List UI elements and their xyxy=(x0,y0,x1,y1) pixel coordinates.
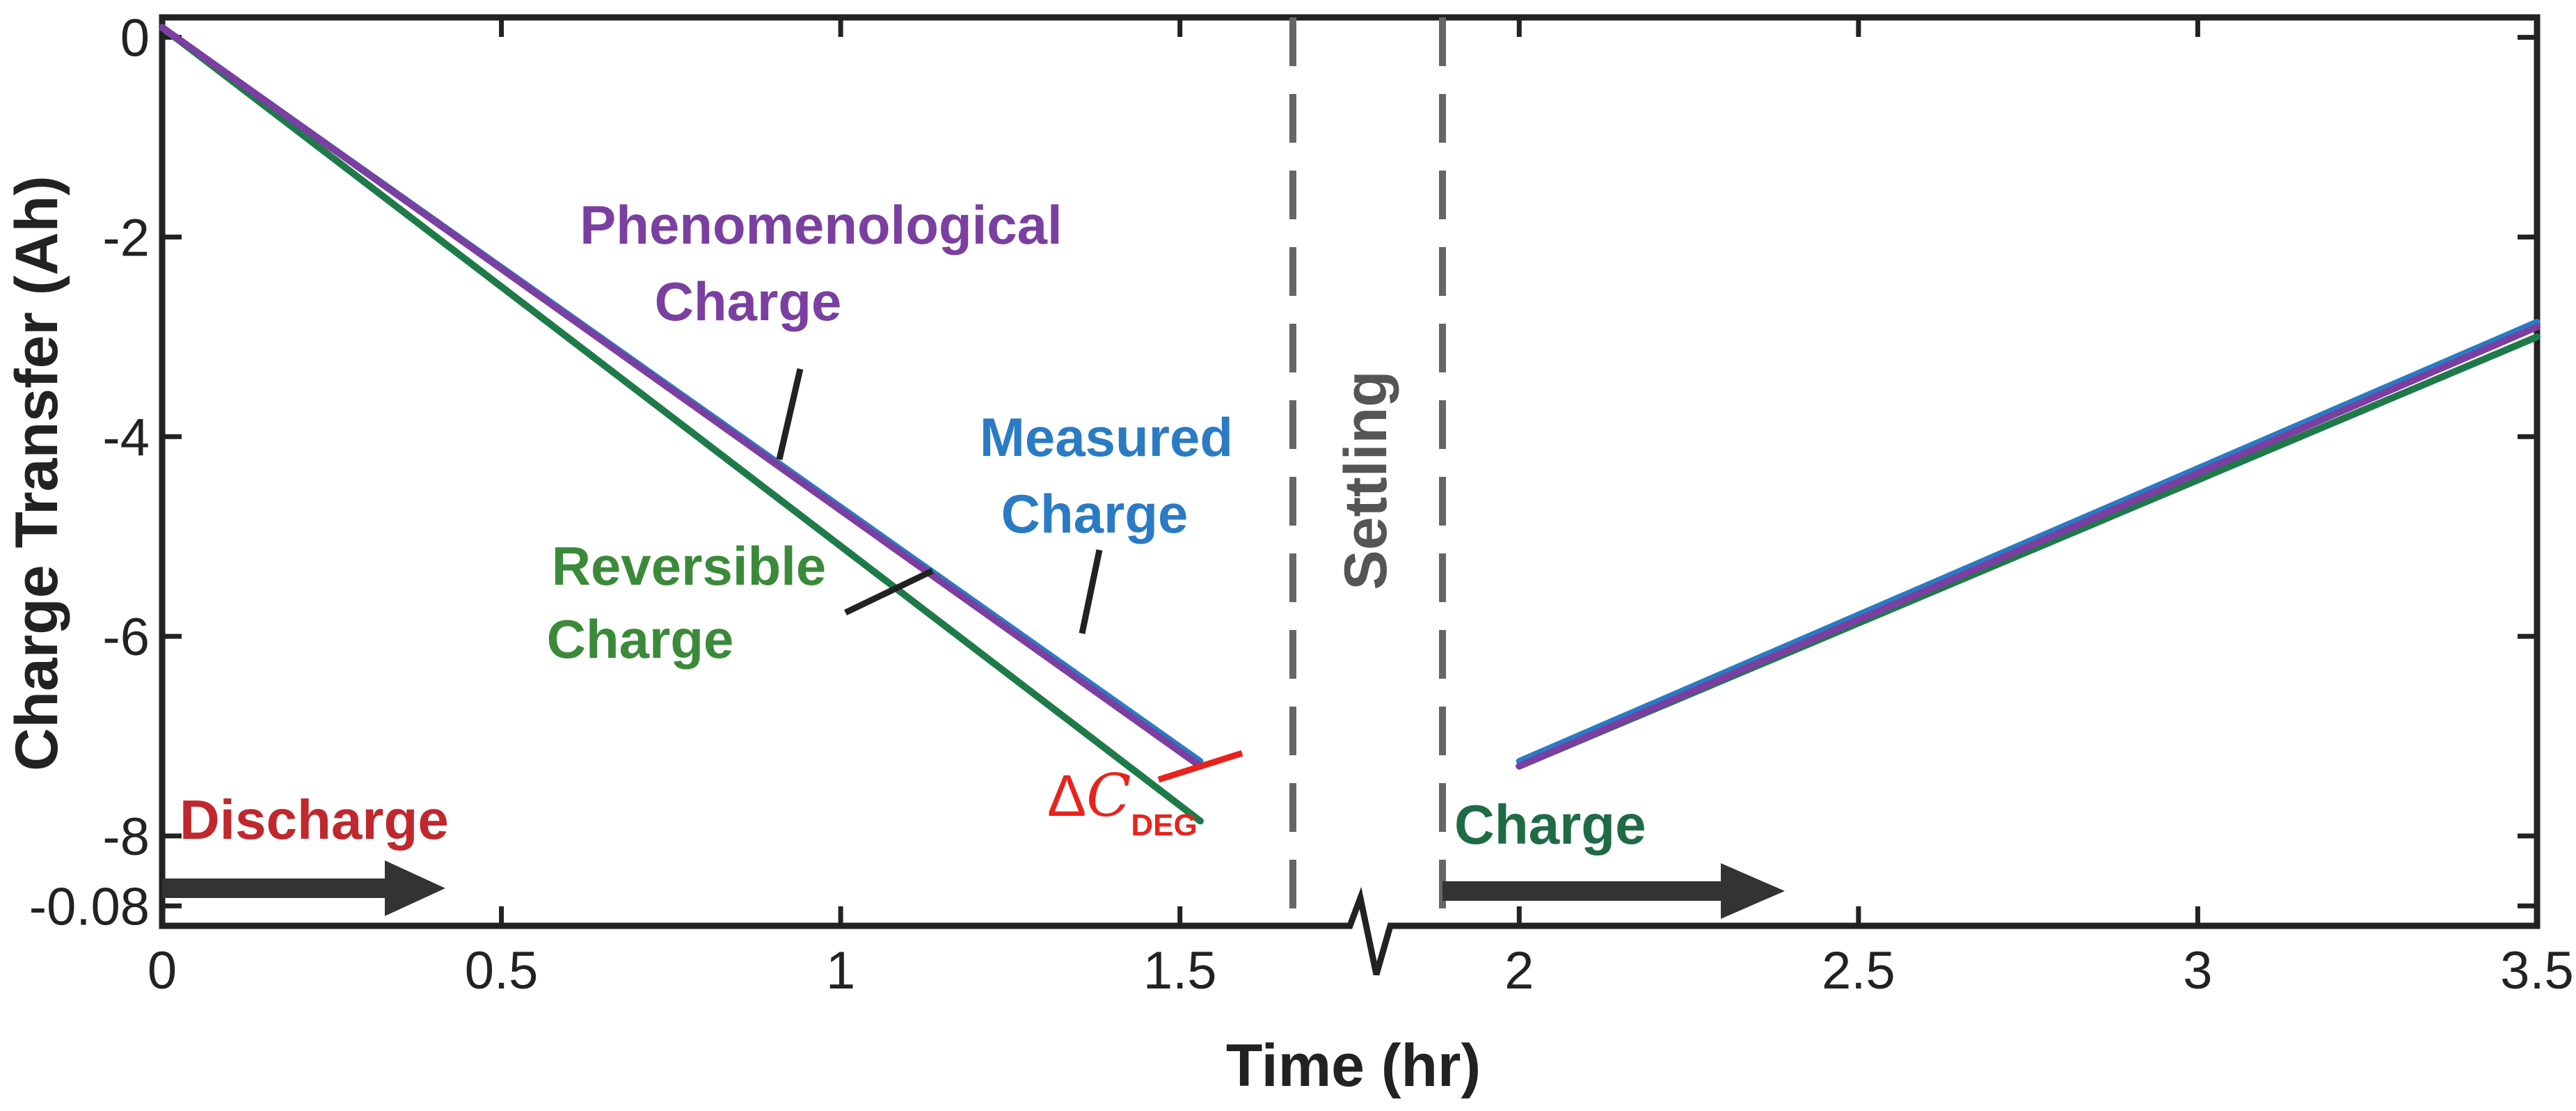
series-line-measured-charge-segment-2 xyxy=(1516,318,2541,764)
x-tick-label: 3.5 xyxy=(2500,941,2574,1000)
x-tick-label: 1.5 xyxy=(1143,941,1217,1000)
pointer-delta-deg xyxy=(1157,750,1243,783)
annotation-phenomenological-line2: Charge xyxy=(655,271,842,332)
delta-subscript: DEG xyxy=(1131,808,1197,842)
annotation-delta-deg: ΔCDEG xyxy=(1047,762,1198,842)
annotation-discharge: Discharge xyxy=(180,789,449,851)
pointer-phenomenological xyxy=(776,368,804,461)
y-tick-label: -0.08 xyxy=(29,877,150,936)
annotation-settling: Settling xyxy=(1333,370,1399,590)
x-axis-label: Time (hr) xyxy=(1226,1032,1481,1099)
x-tick-label: 3 xyxy=(2183,941,2212,1000)
series-line-phenomenological-charge-segment-2 xyxy=(1516,323,2541,770)
discharge-arrow xyxy=(162,860,445,916)
y-tick-label: -2 xyxy=(102,208,150,267)
y-tick-label: -8 xyxy=(102,807,150,867)
series-line-phenomenological-charge-segment-1 xyxy=(159,24,1204,770)
annotation-charge: Charge xyxy=(1454,794,1646,856)
x-tick-label: 0 xyxy=(148,941,177,1000)
pointer-measured xyxy=(1079,549,1103,634)
series-line-reversible-charge-segment-1 xyxy=(159,24,1204,825)
charge-arrow xyxy=(1442,863,1785,919)
x-tick-label: 2 xyxy=(1504,941,1534,1000)
annotation-reversible-line2: Charge xyxy=(547,608,734,670)
annotation-phenomenological-line1: Phenomenological xyxy=(580,194,1062,255)
y-tick-label: -4 xyxy=(102,408,150,467)
annotation-reversible-line1: Reversible xyxy=(552,535,827,597)
x-tick-label: 1 xyxy=(826,941,855,1000)
annotation-measured-line2: Charge xyxy=(1001,483,1188,544)
axis-ticks: 0 0.5 1 1.5 2 2.5 3 3.5 0 -2 -4 -6 -8 -0.08 xyxy=(29,9,2574,1000)
y-tick-label: -6 xyxy=(102,608,150,667)
delta-script-c: C xyxy=(1086,762,1131,830)
pointer-reversible xyxy=(844,567,934,616)
annotation-measured-line1: Measured xyxy=(980,407,1233,468)
x-tick-label: 0.5 xyxy=(465,941,539,1000)
axis-break-zigzag xyxy=(1293,886,1442,976)
delta-symbol: Δ xyxy=(1047,763,1086,828)
x-tick-label: 2.5 xyxy=(1822,941,1895,1000)
y-axis-label: Charge Transfer (Ah) xyxy=(3,175,70,771)
y-tick-label: 0 xyxy=(120,9,150,68)
data-series xyxy=(159,24,2541,825)
